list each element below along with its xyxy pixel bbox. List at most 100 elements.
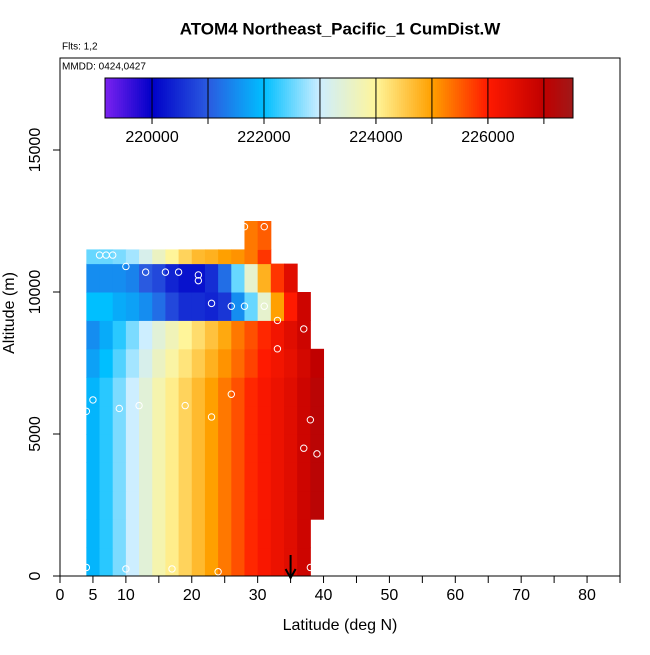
colorbar-cell [293, 78, 296, 118]
heatmap-cell [204, 249, 219, 265]
heatmap-cell [218, 292, 232, 321]
colorbar-cell [229, 78, 232, 118]
colorbar-cell [281, 78, 284, 118]
heatmap-cell [297, 519, 311, 549]
colorbar-cell [387, 78, 390, 118]
colorbar-cell [393, 78, 396, 118]
heatmap-cell [178, 249, 193, 265]
heatmap-cell [284, 405, 298, 435]
heatmap-cell [191, 462, 206, 492]
heatmap-cell [125, 434, 140, 463]
heatmap-cell [191, 292, 206, 321]
heatmap-cell [244, 377, 259, 407]
colorbar-cell [185, 78, 188, 118]
colorbar-cell [117, 78, 120, 118]
colorbar-cell [253, 78, 256, 118]
heatmap-cell [191, 348, 206, 378]
heatmap-cell [99, 348, 114, 378]
flight-point [306, 563, 315, 572]
heatmap-cell [310, 405, 325, 435]
colorbar-cell [495, 78, 498, 118]
colorbar-cell [413, 78, 416, 118]
colorbar-cell [219, 78, 222, 118]
colorbar-cell [143, 78, 146, 118]
colorbar-cell [467, 78, 470, 118]
heatmap-cell [99, 263, 114, 293]
heatmap-cell [218, 490, 232, 520]
heatmap-cell [86, 434, 101, 463]
colorbar-cell [337, 78, 340, 118]
heatmap-cell [139, 320, 153, 350]
heatmap-cell [244, 263, 259, 293]
colorbar-cell [437, 78, 440, 118]
heatmap-cell [204, 263, 219, 293]
heatmap-cell [244, 434, 259, 463]
flight-point [109, 251, 117, 259]
heatmap-cell [165, 377, 180, 407]
colorbar-cell [401, 78, 404, 118]
colorbar-cell [331, 78, 334, 118]
colorbar-cell [193, 78, 196, 118]
colorbar-cell [299, 78, 302, 118]
colorbar-cell [115, 78, 118, 118]
colorbar-cell [133, 78, 136, 118]
heatmap-cell [231, 405, 245, 435]
annotation: Flts: 1,2 [62, 42, 98, 53]
colorbar-cell [567, 78, 570, 118]
colorbar-cell [325, 78, 328, 118]
colorbar-cell [545, 78, 548, 118]
colorbar-cell [485, 78, 488, 118]
heatmap-cell [310, 434, 325, 463]
heatmap-cell [297, 292, 311, 321]
colorbar-cell [463, 78, 466, 118]
flight-point [135, 401, 143, 410]
heatmap-cell [297, 462, 311, 492]
colorbar-cell [329, 78, 332, 118]
heatmap-cell [191, 490, 206, 520]
heatmap-cell [99, 547, 114, 577]
x-tick-label: 30 [249, 587, 267, 604]
colorbar-cell [509, 78, 512, 118]
heatmap-cell [125, 320, 140, 350]
heatmap-cell [125, 547, 140, 577]
heatmap-cell [244, 348, 259, 378]
heatmap-cell [270, 434, 285, 463]
flight-point [227, 302, 235, 310]
colorbar-cell [221, 78, 224, 118]
heatmap-cell [270, 377, 285, 407]
colorbar-cell [457, 78, 460, 118]
heatmap-cell [152, 292, 166, 321]
y-tick-label: 5000 [27, 416, 44, 452]
colorbar-cell [107, 78, 110, 118]
colorbar-cell [339, 78, 342, 118]
colorbar-cell [531, 78, 534, 118]
annotation: MMDD: 0424,0427 [62, 62, 146, 73]
heatmap-cell [310, 490, 325, 520]
colorbar-cell [111, 78, 114, 118]
heatmap-cell [152, 377, 166, 407]
heatmap-cell [204, 490, 219, 520]
heatmap-cell [297, 377, 311, 407]
heatmap-cell [191, 405, 206, 435]
colorbar-cell [109, 78, 112, 118]
colorbar-cell [157, 78, 160, 118]
colorbar-cell [163, 78, 166, 118]
colorbar-cell [351, 78, 354, 118]
colorbar-cell [367, 78, 370, 118]
colorbar-cell [273, 78, 276, 118]
colorbar-cell [189, 78, 192, 118]
colorbar-cell [555, 78, 558, 118]
colorbar-cell [121, 78, 124, 118]
heatmap-cell [257, 434, 272, 463]
colorbar-cell [149, 78, 152, 118]
heatmap-cell [257, 292, 272, 321]
colorbar-cell [177, 78, 180, 118]
heatmap-cell [244, 292, 259, 321]
colorbar-cell [447, 78, 450, 118]
flight-point [313, 450, 321, 458]
colorbar-cell [501, 78, 504, 118]
heatmap-cell [112, 249, 127, 265]
colorbar-cell [321, 78, 324, 118]
colorbar-cell [513, 78, 516, 118]
x-tick-label: 70 [512, 587, 530, 604]
